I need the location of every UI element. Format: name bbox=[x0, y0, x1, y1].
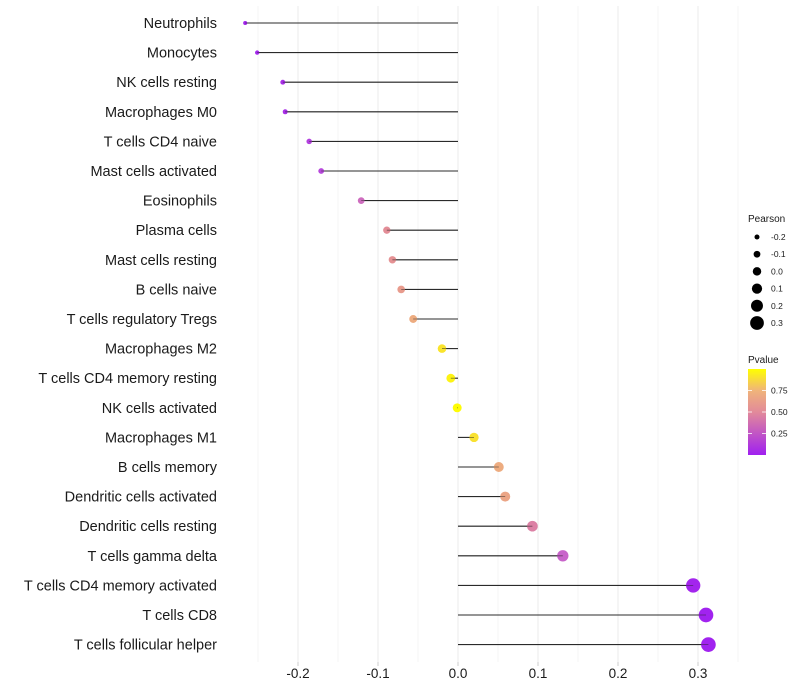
pearson-legend-label: 0.0 bbox=[771, 266, 783, 276]
category-label: Dendritic cells activated bbox=[65, 490, 217, 506]
pvalue-legend-title: Pvalue bbox=[748, 355, 779, 366]
category-label: Mast cells activated bbox=[90, 164, 217, 180]
category-label: Macrophages M2 bbox=[105, 342, 217, 358]
category-label: Dendritic cells resting bbox=[79, 519, 217, 535]
category-label: T cells CD8 bbox=[142, 608, 217, 624]
x-tick-label: -0.1 bbox=[366, 666, 389, 681]
category-label: T cells gamma delta bbox=[88, 549, 218, 565]
category-label: T cells regulatory Tregs bbox=[67, 312, 217, 328]
pearson-legend-label: 0.2 bbox=[771, 301, 783, 311]
category-label: Eosinophils bbox=[143, 194, 217, 210]
category-label: B cells memory bbox=[118, 460, 218, 476]
category-label: T cells CD4 naive bbox=[104, 134, 217, 150]
lollipop-stems bbox=[245, 22, 709, 646]
x-tick-label: 0.2 bbox=[609, 666, 628, 681]
x-tick-label: -0.2 bbox=[286, 666, 309, 681]
category-label: Neutrophils bbox=[144, 16, 217, 32]
pearson-legend-key bbox=[751, 283, 763, 294]
pearson-legend-label: -0.2 bbox=[771, 232, 786, 242]
category-label: NK cells activated bbox=[102, 401, 217, 417]
category-label: NK cells resting bbox=[116, 75, 217, 91]
category-label: B cells naive bbox=[136, 282, 217, 298]
pvalue-legend-label: 0.25 bbox=[771, 429, 788, 439]
grid-lines bbox=[257, 6, 739, 662]
x-tick-label: 0.0 bbox=[449, 666, 468, 681]
category-label: T cells follicular helper bbox=[74, 638, 217, 654]
category-label: Mast cells resting bbox=[105, 253, 217, 269]
category-label: Macrophages M0 bbox=[105, 105, 217, 121]
category-labels: Neutrophils Monocytes NK cells resting Macr… bbox=[24, 16, 218, 654]
category-label: Plasma cells bbox=[136, 223, 217, 239]
x-tick-label: 0.1 bbox=[529, 666, 548, 681]
pearson-legend-key bbox=[752, 267, 762, 276]
lollipop-points bbox=[243, 20, 716, 652]
pearson-legend-key bbox=[754, 234, 760, 240]
pvalue-legend-label: 0.50 bbox=[771, 407, 788, 417]
pearson-legend-key bbox=[753, 250, 761, 258]
category-label: Monocytes bbox=[147, 46, 217, 62]
pearson-legend-label: 0.1 bbox=[771, 284, 783, 294]
pearson-size-legend: Pearson -0.2 -0.1 0.0 0.1 0.2 0.3 bbox=[748, 214, 786, 330]
pvalue-colorbar bbox=[748, 369, 766, 455]
pearson-legend-key bbox=[750, 316, 764, 330]
pearson-legend-key bbox=[751, 299, 763, 312]
pvalue-legend-label: 0.75 bbox=[771, 386, 788, 396]
pearson-legend-title: Pearson bbox=[748, 214, 785, 225]
x-tick-label: 0.3 bbox=[689, 666, 708, 681]
pearson-legend-label: 0.3 bbox=[771, 318, 783, 328]
x-axis-ticks: -0.2 -0.1 0.0 0.1 0.2 0.3 bbox=[286, 662, 707, 681]
lollipop-point bbox=[686, 578, 701, 593]
category-label: T cells CD4 memory resting bbox=[38, 371, 217, 387]
pvalue-color-legend: Pvalue 0.25 0.50 0.75 bbox=[748, 355, 788, 455]
category-label: Macrophages M1 bbox=[105, 430, 217, 446]
category-label: T cells CD4 memory activated bbox=[24, 578, 217, 594]
pearson-legend-label: -0.1 bbox=[771, 249, 786, 259]
